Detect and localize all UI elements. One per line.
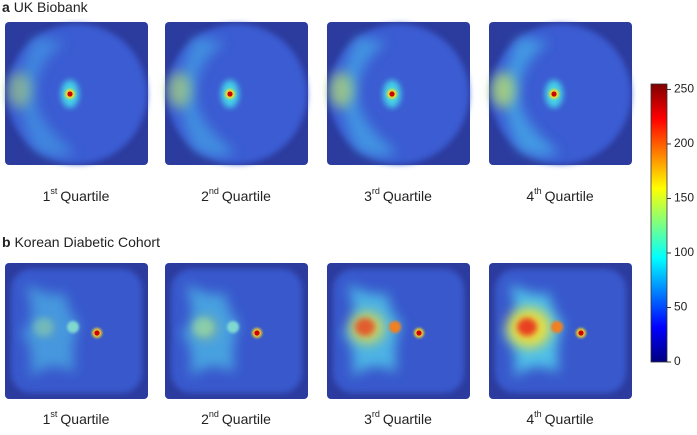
blob-core <box>193 318 213 336</box>
arc <box>20 37 75 157</box>
fovea-core <box>551 91 557 97</box>
heatmap <box>5 22 148 165</box>
arc <box>342 37 397 157</box>
label-num: 1 <box>43 411 51 427</box>
label-text: Quartile <box>383 188 432 204</box>
label-num: 1 <box>43 188 51 204</box>
label-text: Quartile <box>383 411 432 427</box>
arc <box>504 37 559 157</box>
fovea-core <box>227 91 233 97</box>
colorbar-tick-label: 200 <box>674 136 694 150</box>
label-sup: th <box>534 409 542 419</box>
heatmap <box>489 22 632 165</box>
fovea-core <box>389 91 395 97</box>
fovea-core <box>416 330 422 336</box>
label-num: 3 <box>364 411 372 427</box>
blob-core <box>33 318 53 336</box>
label-sup: rd <box>372 409 380 419</box>
blob-core <box>355 318 375 336</box>
label-num: 2 <box>201 411 209 427</box>
label-text: Quartile <box>60 188 109 204</box>
spot <box>67 321 79 333</box>
label-sup: th <box>534 186 542 196</box>
arc <box>180 37 235 157</box>
arc-core <box>491 72 515 108</box>
quartile-label: 4th Quartile <box>526 409 594 426</box>
quartile-label: 2nd Quartile <box>201 186 271 203</box>
quartile-label: 1st Quartile <box>43 186 110 203</box>
label-text: Quartile <box>222 188 271 204</box>
label-sup: st <box>50 186 58 196</box>
panel-letter: b <box>2 234 11 250</box>
quartile-label: 3rd Quartile <box>364 409 432 426</box>
spot <box>389 321 401 333</box>
panel-name: UK Biobank <box>14 0 89 15</box>
heatmap <box>327 263 470 399</box>
colorbar-tick-label: 150 <box>674 191 694 205</box>
label-sup: rd <box>372 186 380 196</box>
colorbar-tick-label: 0 <box>674 354 681 368</box>
label-num: 3 <box>364 188 372 204</box>
fovea-core <box>254 330 260 336</box>
colorbar <box>650 83 668 363</box>
quartile-label: 2nd Quartile <box>201 409 271 426</box>
heatmap <box>165 263 308 399</box>
fovea-core <box>94 330 100 336</box>
heatmap <box>5 263 148 399</box>
fovea-core <box>578 330 584 336</box>
panel-letter: a <box>2 0 10 15</box>
arc-core <box>7 72 31 108</box>
panel-name: Korean Diabetic Cohort <box>14 234 160 250</box>
panel-title: b Korean Diabetic Cohort <box>2 234 160 250</box>
fovea-core <box>67 91 73 97</box>
panel-title: a UK Biobank <box>2 0 89 15</box>
label-sup: st <box>50 409 58 419</box>
spot <box>227 321 239 333</box>
arc-core <box>167 72 191 108</box>
spot <box>551 321 563 333</box>
label-sup: nd <box>209 409 219 419</box>
label-text: Quartile <box>545 188 594 204</box>
heatmap <box>165 22 308 165</box>
quartile-label: 3rd Quartile <box>364 186 432 203</box>
label-num: 2 <box>201 188 209 204</box>
label-num: 4 <box>526 411 534 427</box>
label-sup: nd <box>209 186 219 196</box>
label-num: 4 <box>526 188 534 204</box>
colorbar-tick-label: 250 <box>674 82 694 96</box>
colorbar-tick-label: 100 <box>674 245 694 259</box>
heatmap <box>489 263 632 399</box>
label-text: Quartile <box>60 411 109 427</box>
colorbar-tick-label: 50 <box>674 300 688 314</box>
quartile-label: 4th Quartile <box>526 186 594 203</box>
label-text: Quartile <box>545 411 594 427</box>
heatmap <box>327 22 470 165</box>
arc-core <box>329 72 353 108</box>
quartile-label: 1st Quartile <box>43 409 110 426</box>
label-text: Quartile <box>222 411 271 427</box>
blob-core <box>517 318 537 336</box>
